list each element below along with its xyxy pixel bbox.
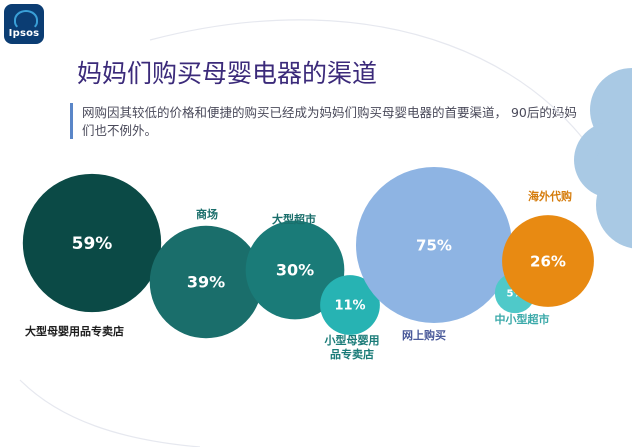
bubble-3 [245,220,345,320]
logo-text: Ipsos [8,28,40,39]
bubble-2 [149,225,263,339]
decorative-curve-line-lower [19,379,201,447]
bubble-category-label: 海外代购 [528,189,572,203]
page-subtitle: 网购因其较低的价格和便捷的购买已经成为妈妈们购买母婴电器的首要渠道， 90后的妈… [82,105,577,138]
bubble-value-label: 75% [416,236,452,254]
bubble-value-label: 11% [334,299,365,314]
bubble-7 [502,215,594,307]
bubble-category-label: 中小型超市 [495,312,550,326]
decorative-cloud [574,68,632,249]
bubble-value-label: 39% [187,273,225,292]
bubble-value-label: 26% [530,252,566,270]
ipsos-logo: Ipsos [4,4,44,44]
bubble-category-label-line: 小型母婴用 [324,333,380,347]
decorative-curve-line [149,19,621,201]
bubble-value-label: 59% [72,234,113,254]
bubble-4 [320,275,380,335]
bubble-category-label-line: 品专卖店 [330,347,374,361]
bubble-5 [356,167,512,323]
bubble-1 [22,173,162,313]
logo-mark-icon [14,10,38,30]
accent-bar [70,103,73,139]
bubble-category-label: 商场 [196,207,218,221]
bubble-value-label: 5% [507,289,524,300]
bubble-category-label: 大型超市 [272,212,316,226]
bubble-category-label: 小型母婴用品专卖店 [324,333,380,361]
bubble-series: 59% 大型母婴用品专卖店 39% 商场 30% 大型超市 11% 小型母婴用品专卖店 75% 网… [22,167,594,361]
page-title: 妈妈们购买母婴电器的渠道 [77,59,378,88]
decorative-cloud-part [591,141,632,209]
bubble-value-label: 30% [276,261,314,280]
bubble-category-label: 网上购买 [402,328,446,342]
bubble-category-label: 大型母婴用品专卖店 [25,324,124,338]
